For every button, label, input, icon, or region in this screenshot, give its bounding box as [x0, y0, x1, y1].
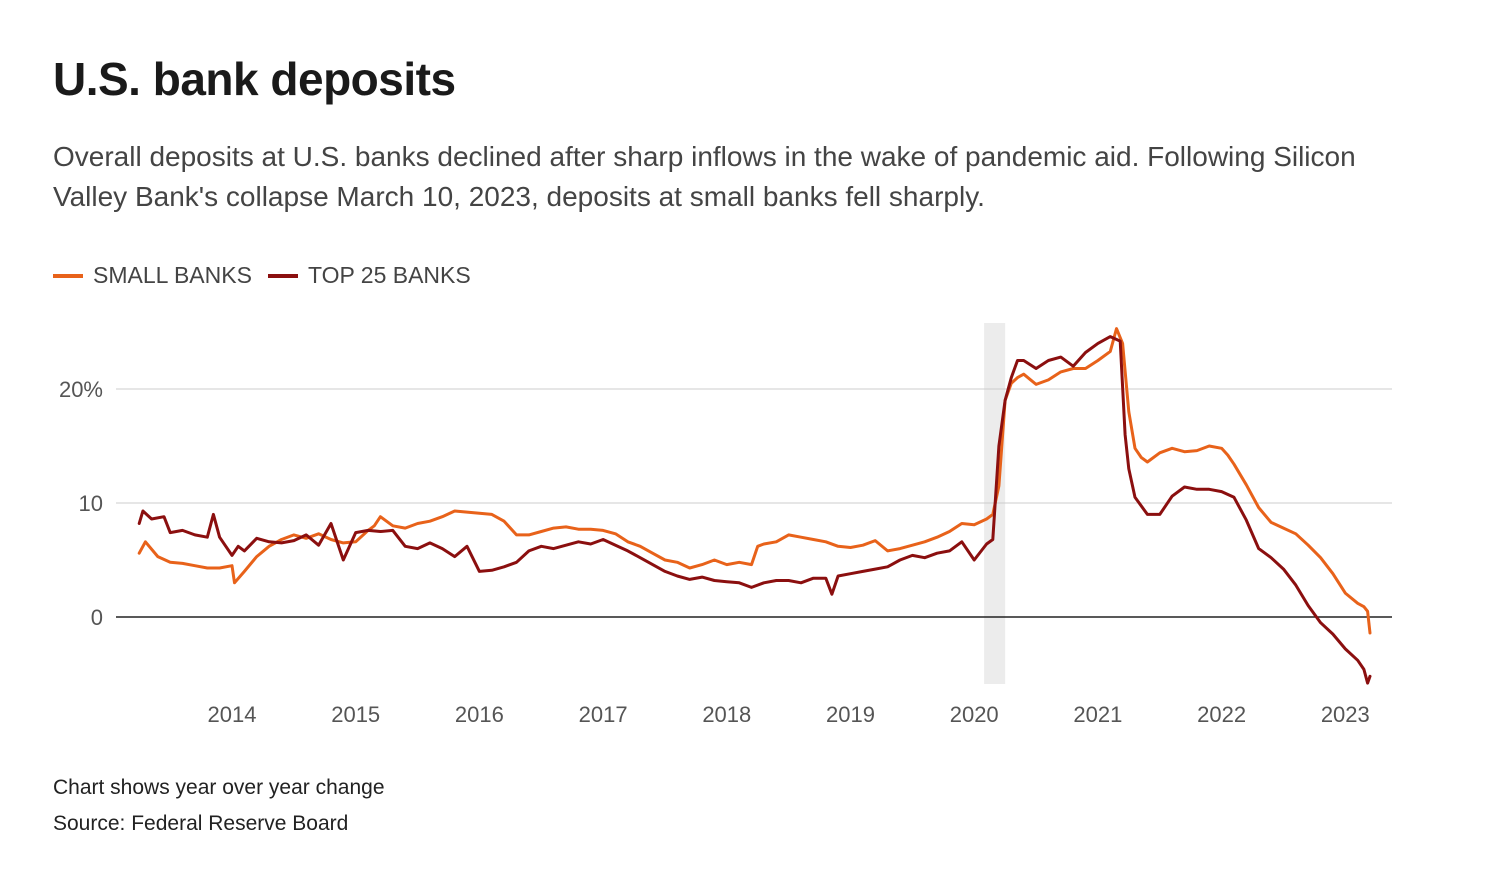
x-tick-label: 2022 — [1197, 702, 1246, 727]
x-tick-label: 2020 — [950, 702, 999, 727]
series-line-top25-banks — [137, 335, 1372, 685]
x-tick-label: 2017 — [579, 702, 628, 727]
legend-label-small-banks: SMALL BANKS — [93, 262, 252, 288]
y-tick-label: 10 — [79, 491, 103, 516]
y-tick-label: 0 — [91, 605, 103, 630]
chart-title: U.S. bank deposits — [53, 53, 456, 105]
legend: SMALL BANKS TOP 25 BANKS — [53, 262, 487, 289]
y-tick-label: 20% — [59, 377, 103, 402]
legend-item-top25-banks: TOP 25 BANKS — [267, 262, 471, 289]
x-tick-label: 2018 — [702, 702, 751, 727]
x-tick-label: 2016 — [455, 702, 504, 727]
legend-label-top25-banks: TOP 25 BANKS — [307, 262, 471, 288]
legend-swatch-small-banks — [53, 273, 83, 278]
x-tick-label: 2014 — [208, 702, 257, 727]
x-tick-label: 2021 — [1073, 702, 1122, 727]
x-tick-label: 2015 — [331, 702, 380, 727]
legend-swatch-top25-banks — [267, 273, 298, 278]
x-tick-label: 2023 — [1321, 702, 1370, 727]
legend-item-small-banks: SMALL BANKS — [53, 262, 252, 289]
x-tick-label: 2019 — [826, 702, 875, 727]
chart-source: Source: Federal Reserve Board — [53, 812, 349, 835]
chart-note: Chart shows year over year change — [53, 776, 385, 799]
chart-subtitle: Overall deposits at U.S. banks declined … — [53, 141, 1356, 212]
